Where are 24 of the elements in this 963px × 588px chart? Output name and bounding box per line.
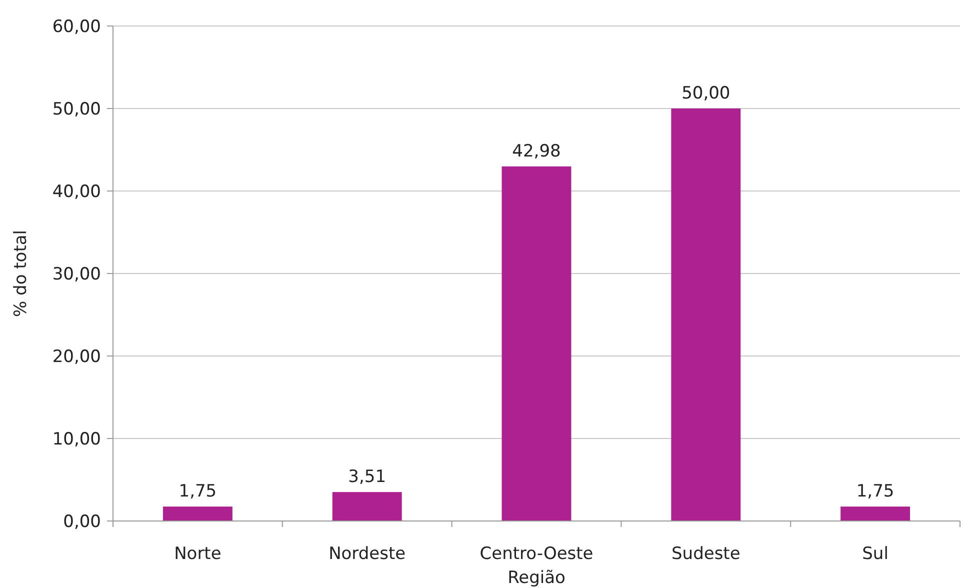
y-tick-label: 60,00 [52, 16, 101, 37]
x-tick-label: Centro-Oeste [480, 544, 594, 564]
x-tick-label: Nordeste [328, 544, 406, 564]
y-tick-label: 40,00 [52, 182, 101, 202]
y-tick-label: 50,00 [52, 99, 101, 120]
bar [840, 506, 910, 521]
data-label: 42,98 [512, 141, 561, 162]
bar [162, 506, 232, 521]
data-label: 1,75 [178, 482, 217, 502]
bar [502, 166, 572, 521]
x-tick-label: Sul [862, 544, 888, 564]
data-label: 1,75 [856, 482, 894, 502]
y-tick-label: 10,00 [52, 429, 101, 450]
x-tick-label: Sudeste [672, 544, 740, 564]
x-axis-title: Região [508, 568, 566, 588]
y-tick-label: 0,00 [63, 512, 101, 532]
y-axis-title: % do total [11, 230, 31, 318]
x-tick-label: Norte [174, 544, 222, 564]
data-label: 3,51 [348, 467, 386, 488]
bar [332, 492, 402, 521]
data-label: 50,00 [682, 84, 730, 104]
bar [671, 108, 741, 521]
y-tick-label: 20,00 [52, 346, 101, 367]
y-tick-label: 30,00 [52, 264, 101, 284]
